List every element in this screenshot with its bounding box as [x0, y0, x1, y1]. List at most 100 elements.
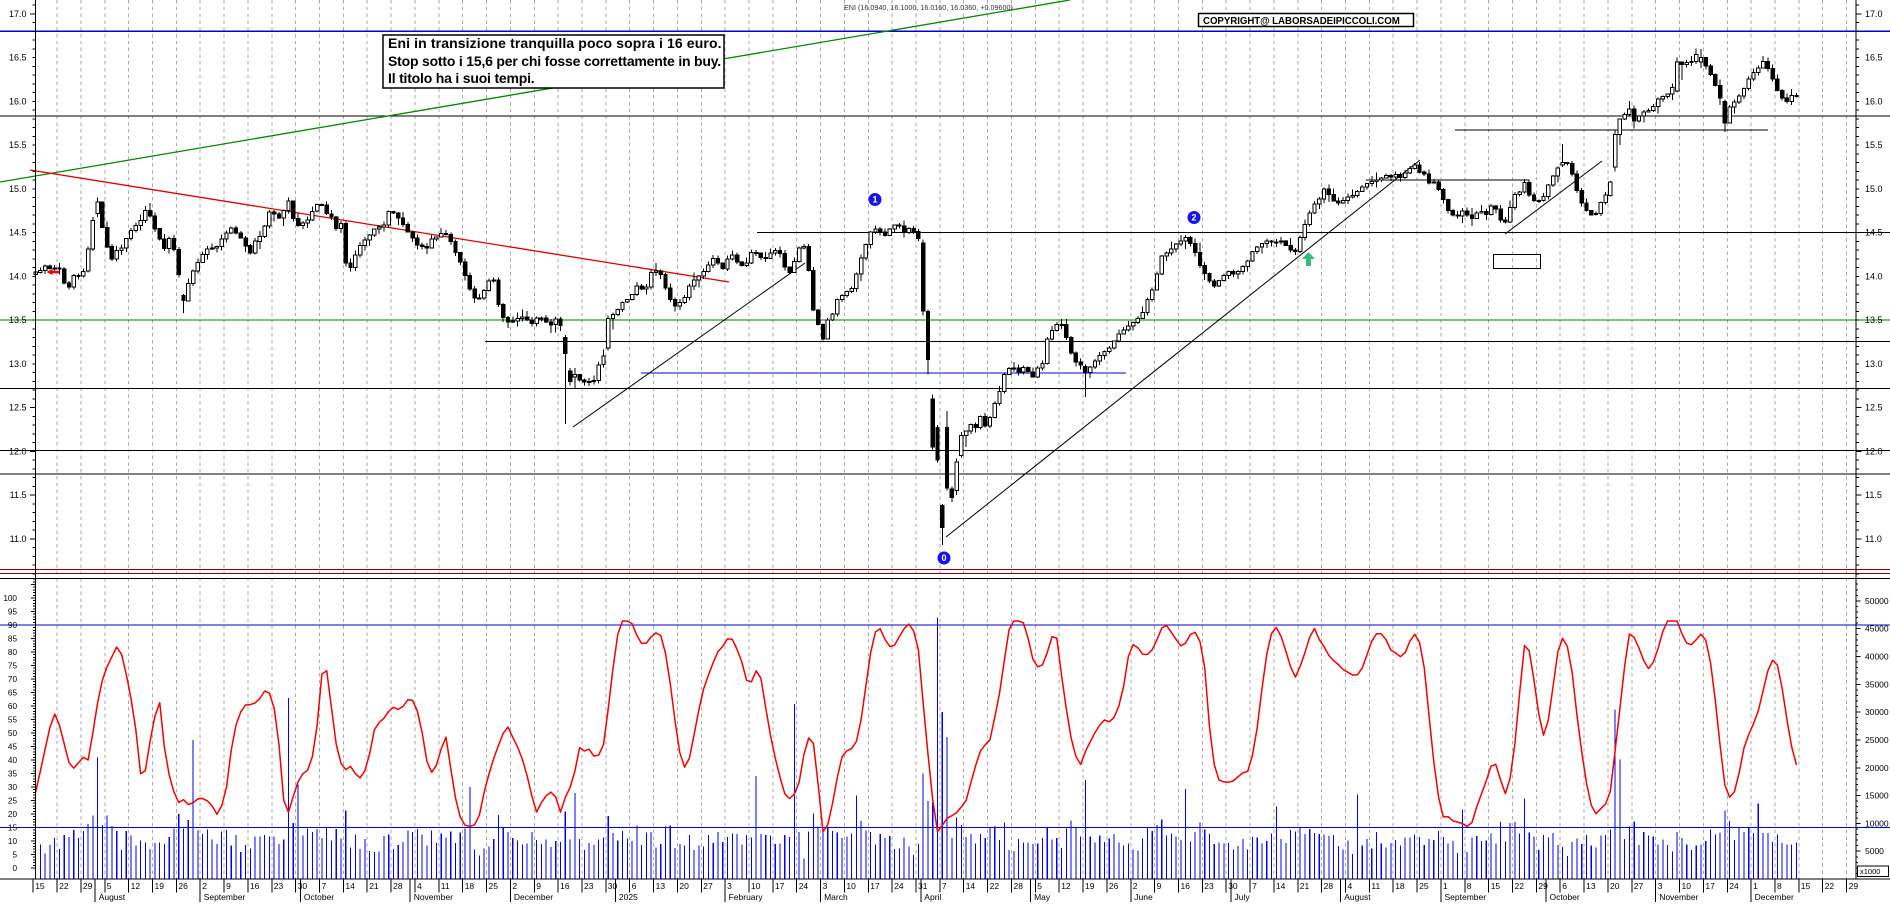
svg-text:21: 21 [369, 881, 379, 891]
svg-text:17: 17 [1705, 881, 1715, 891]
svg-text:ENI (16.0940, 16.1000, 16.0160: ENI (16.0940, 16.1000, 16.0160, 16.0360,… [844, 3, 1013, 12]
svg-text:1: 1 [872, 195, 877, 205]
svg-text:May: May [1034, 892, 1051, 902]
svg-text:15000: 15000 [1865, 791, 1889, 801]
svg-text:95: 95 [8, 608, 18, 617]
svg-text:11.0: 11.0 [1865, 534, 1882, 544]
svg-text:September: September [204, 892, 246, 902]
svg-text:70: 70 [8, 675, 18, 684]
svg-text:12: 12 [131, 881, 141, 891]
svg-text:15: 15 [1491, 881, 1501, 891]
svg-text:17.0: 17.0 [1865, 9, 1883, 19]
svg-text:23: 23 [584, 881, 594, 891]
svg-text:40000: 40000 [1865, 652, 1889, 662]
svg-text:60: 60 [8, 702, 18, 711]
svg-text:15: 15 [8, 824, 18, 833]
svg-text:16: 16 [250, 881, 260, 891]
svg-text:20: 20 [8, 810, 18, 819]
svg-text:17: 17 [775, 881, 785, 891]
svg-text:11: 11 [441, 881, 450, 891]
svg-text:16.5: 16.5 [1865, 53, 1883, 63]
svg-text:20: 20 [679, 881, 689, 891]
svg-text:2: 2 [1133, 881, 1138, 891]
svg-text:45: 45 [8, 743, 18, 752]
svg-text:Il titolo ha i suoi tempi.: Il titolo ha i suoi tempi. [388, 70, 534, 86]
svg-text:65: 65 [8, 689, 18, 698]
svg-text:50000: 50000 [1865, 596, 1889, 606]
svg-text:80: 80 [8, 648, 18, 657]
svg-text:25: 25 [1419, 881, 1429, 891]
svg-text:20000: 20000 [1865, 763, 1889, 773]
svg-text:16: 16 [560, 881, 570, 891]
svg-text:26: 26 [178, 881, 188, 891]
svg-text:3: 3 [1658, 881, 1663, 891]
svg-text:10: 10 [846, 881, 856, 891]
svg-text:1: 1 [1753, 881, 1758, 891]
svg-text:October: October [1550, 892, 1580, 902]
svg-text:November: November [414, 892, 453, 902]
svg-text:85: 85 [8, 635, 18, 644]
svg-text:15.5: 15.5 [9, 140, 27, 150]
svg-text:11.5: 11.5 [10, 490, 27, 500]
svg-text:13.0: 13.0 [9, 359, 27, 369]
svg-text:12: 12 [1061, 881, 1071, 891]
svg-text:x1000: x1000 [1860, 867, 1880, 876]
svg-text:29: 29 [1538, 881, 1548, 891]
svg-text:November: November [1659, 892, 1698, 902]
svg-text:75: 75 [8, 662, 18, 671]
svg-text:20: 20 [1610, 881, 1620, 891]
svg-text:5000: 5000 [1865, 846, 1884, 856]
svg-text:35000: 35000 [1865, 679, 1889, 689]
svg-text:14: 14 [1276, 881, 1286, 891]
svg-text:7: 7 [942, 881, 947, 891]
svg-text:11.0: 11.0 [10, 534, 27, 544]
svg-text:April: April [924, 892, 941, 902]
svg-text:5: 5 [107, 881, 112, 891]
svg-text:11: 11 [1371, 881, 1380, 891]
svg-text:30: 30 [1228, 881, 1238, 891]
svg-text:17: 17 [870, 881, 880, 891]
svg-text:14.0: 14.0 [9, 271, 27, 281]
svg-text:10000: 10000 [1865, 818, 1889, 828]
svg-text:2: 2 [1191, 213, 1196, 223]
svg-text:35: 35 [8, 770, 18, 779]
svg-text:17.0: 17.0 [9, 9, 27, 19]
svg-text:13.0: 13.0 [1865, 359, 1883, 369]
svg-text:4: 4 [417, 881, 422, 891]
svg-text:29: 29 [1849, 881, 1859, 891]
svg-text:26: 26 [1109, 881, 1119, 891]
svg-text:5: 5 [12, 851, 17, 860]
svg-text:18: 18 [465, 881, 475, 891]
svg-text:4: 4 [1348, 881, 1353, 891]
svg-text:December: December [1755, 892, 1794, 902]
svg-text:30: 30 [8, 783, 18, 792]
svg-text:6: 6 [632, 881, 637, 891]
svg-text:7: 7 [322, 881, 327, 891]
svg-text:45000: 45000 [1865, 624, 1889, 634]
svg-text:40: 40 [8, 756, 18, 765]
svg-text:0: 0 [941, 553, 946, 563]
svg-text:25: 25 [489, 881, 499, 891]
svg-text:9: 9 [226, 881, 231, 891]
svg-text:14.0: 14.0 [1865, 271, 1883, 281]
svg-text:14: 14 [966, 881, 976, 891]
svg-text:February: February [729, 892, 764, 902]
svg-text:August: August [1344, 892, 1371, 902]
svg-text:10: 10 [8, 837, 18, 846]
svg-text:18: 18 [1395, 881, 1405, 891]
svg-text:21: 21 [1300, 881, 1310, 891]
svg-text:December: December [514, 892, 553, 902]
svg-text:13: 13 [1586, 881, 1596, 891]
svg-text:12.0: 12.0 [1865, 446, 1883, 456]
svg-text:14.5: 14.5 [1865, 228, 1883, 238]
svg-text:9: 9 [536, 881, 541, 891]
svg-text:July: July [1235, 892, 1251, 902]
svg-text:9: 9 [1157, 881, 1162, 891]
svg-text:14: 14 [345, 881, 355, 891]
svg-text:3: 3 [823, 881, 828, 891]
svg-text:October: October [304, 892, 334, 902]
svg-text:25: 25 [8, 797, 18, 806]
svg-text:13: 13 [656, 881, 666, 891]
svg-text:22: 22 [990, 881, 1000, 891]
svg-text:2025: 2025 [619, 892, 638, 902]
